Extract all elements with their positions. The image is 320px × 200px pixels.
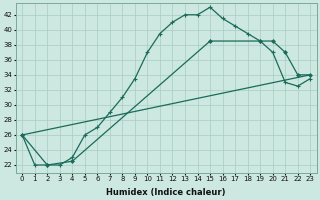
X-axis label: Humidex (Indice chaleur): Humidex (Indice chaleur) xyxy=(107,188,226,197)
